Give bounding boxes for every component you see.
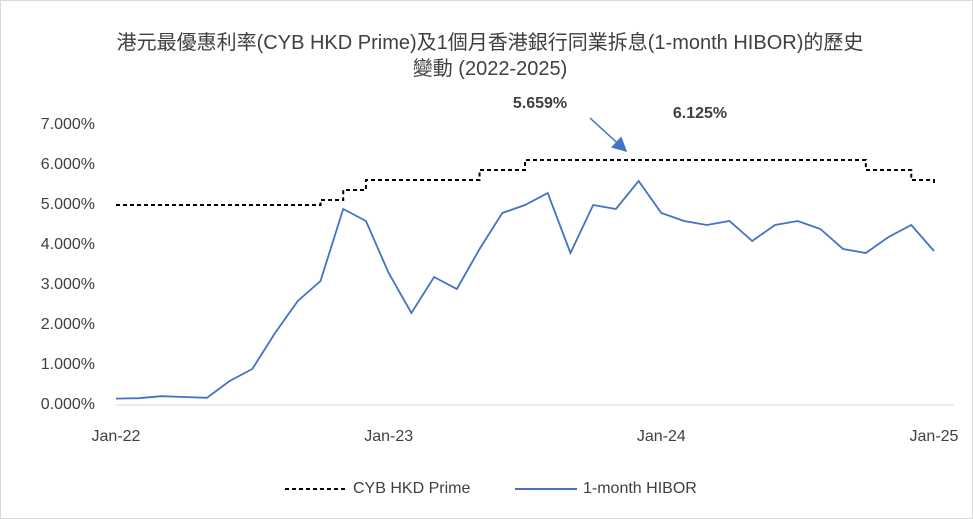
y-tick-label: 4.000% — [41, 236, 95, 253]
y-tick-label: 2.000% — [41, 316, 95, 333]
y-tick-label: 1.000% — [41, 356, 95, 373]
series-line — [115, 179, 935, 400]
annotation: 5.659% — [513, 95, 567, 112]
annotation-arrow — [589, 117, 628, 153]
y-tick-label: 0.000% — [41, 396, 95, 413]
legend-label: 1-month HIBOR — [583, 480, 697, 497]
y-tick-label: 3.000% — [41, 276, 95, 293]
annotation: 6.125% — [673, 105, 727, 122]
y-tick-label: 7.000% — [41, 116, 95, 133]
x-tick-label: Jan-24 — [637, 428, 686, 445]
series-line — [116, 159, 935, 206]
x-tick-label: Jan-23 — [364, 428, 413, 445]
chart-title: 港元最優惠利率(CYB HKD Prime)及1個月香港銀行同業拆息(1-mon… — [116, 32, 864, 80]
x-tick-label: Jan-25 — [910, 428, 959, 445]
x-tick-label: Jan-22 — [92, 428, 141, 445]
y-tick-label: 6.000% — [41, 156, 95, 173]
legend-label: CYB HKD Prime — [353, 480, 470, 497]
y-tick-label: 5.000% — [41, 196, 95, 213]
